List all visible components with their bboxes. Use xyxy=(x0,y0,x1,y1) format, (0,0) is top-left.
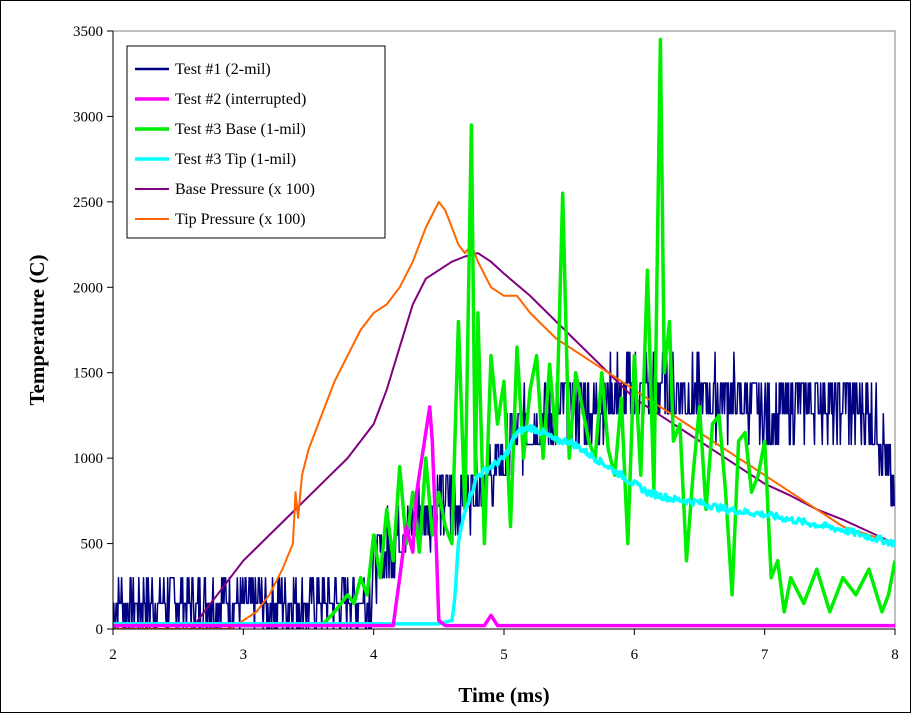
series-layer xyxy=(113,37,895,629)
x-tick-label: 8 xyxy=(891,647,899,663)
x-tick-label: 5 xyxy=(500,647,508,663)
legend-label: Tip Pressure (x 100) xyxy=(175,211,306,228)
y-tick-label: 1000 xyxy=(73,451,103,467)
y-tick-label: 2000 xyxy=(73,280,103,296)
series-line-1 xyxy=(113,351,895,629)
y-tick-label: 3000 xyxy=(73,109,103,125)
legend-label: Base Pressure (x 100) xyxy=(175,181,315,198)
x-tick-label: 3 xyxy=(240,647,248,663)
y-tick-label: 2500 xyxy=(73,195,103,211)
legend-label: Test #2 (interrupted) xyxy=(175,91,306,108)
legend: Test #1 (2-mil) Test #2 (interrupted) Test… xyxy=(126,45,386,239)
y-tick-label: 0 xyxy=(96,622,104,638)
legend-label: Test #3 Base (1-mil) xyxy=(175,121,306,138)
legend-label: Test #3 Tip (1-mil) xyxy=(175,151,296,168)
y-tick-label: 1500 xyxy=(73,366,103,382)
y-tick-label: 500 xyxy=(81,537,104,553)
y-axis-title: Temperature (C) xyxy=(25,254,49,405)
legend-label: Test #1 (2-mil) xyxy=(175,61,271,78)
series-line-3 xyxy=(113,37,895,628)
series-line-6 xyxy=(113,200,895,629)
x-tick-label: 2 xyxy=(109,647,117,663)
x-tick-label: 6 xyxy=(631,647,639,663)
legend-box xyxy=(126,45,386,239)
axes-layer: 0 500 1000 1500 2000 2500 3000 3500 2 3 4 5 6 7 8 xyxy=(73,24,899,663)
series-line-2 xyxy=(113,405,895,628)
x-tick-label: 4 xyxy=(370,647,378,663)
x-tick-label: 7 xyxy=(761,647,769,663)
x-axis-title: Time (ms) xyxy=(458,683,549,707)
y-tick-label: 3500 xyxy=(73,24,103,40)
